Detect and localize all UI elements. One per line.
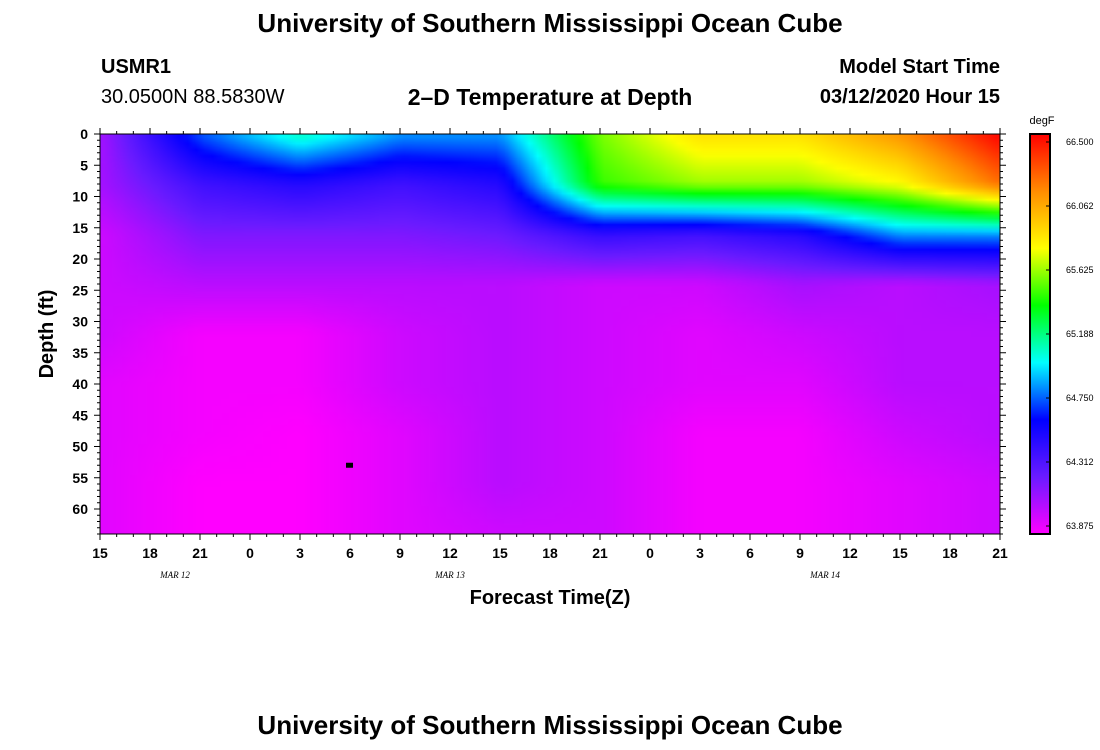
colorbar-tick-label: 64.312 (1066, 457, 1094, 467)
x-tick-label: 9 (396, 545, 404, 561)
colorbar-tick-label: 65.188 (1066, 329, 1094, 339)
x-tick-label: 18 (942, 545, 958, 561)
x-tick-label: 21 (192, 545, 208, 561)
x-tick-label: 12 (842, 545, 858, 561)
y-tick-label: 25 (72, 282, 88, 298)
x-axis-label: Forecast Time(Z) (470, 587, 631, 609)
date-label: MAR 14 (809, 570, 840, 580)
y-tick-label: 10 (72, 189, 88, 205)
x-tick-label: 3 (696, 545, 704, 561)
heatmap-field (100, 134, 1000, 534)
chart-title-top: University of Southern Mississippi Ocean… (257, 8, 843, 38)
x-tick-label: 21 (992, 545, 1008, 561)
y-tick-label: 45 (72, 407, 88, 423)
x-tick-label: 6 (746, 545, 754, 561)
x-tick-label: 6 (346, 545, 354, 561)
colorbar-unit: degF (1029, 115, 1054, 127)
y-tick-label: 35 (72, 345, 88, 361)
chart-title-footer: University of Southern Mississippi Ocean… (257, 710, 843, 740)
y-tick-label: 55 (72, 470, 88, 486)
y-tick-label: 0 (80, 126, 88, 142)
x-tick-label: 3 (296, 545, 304, 561)
y-tick-label: 60 (72, 501, 88, 517)
x-tick-label: 15 (92, 545, 108, 561)
y-tick-label: 30 (72, 314, 88, 330)
colorbar-tick-label: 66.500 (1066, 137, 1094, 147)
y-tick-label: 20 (72, 251, 88, 267)
x-tick-label: 18 (542, 545, 558, 561)
colorbar-tick-label: 64.750 (1066, 393, 1094, 403)
model-start-value: 03/12/2020 Hour 15 (819, 86, 1000, 108)
station-coordinates: 30.0500N 88.5830W (101, 86, 285, 108)
x-tick-label: 0 (646, 545, 654, 561)
station-marker (346, 462, 353, 468)
x-tick-label: 21 (592, 545, 608, 561)
chart-subtitle: 2–D Temperature at Depth (407, 84, 693, 110)
x-tick-label: 9 (796, 545, 804, 561)
date-label: MAR 13 (434, 570, 465, 580)
colorbar: degF 66.500 66.062 65.625 65.188 64.750 64.312… (1029, 115, 1094, 535)
colorbar-tick-label: 63.875 (1066, 521, 1094, 531)
y-tick-label: 50 (72, 439, 88, 455)
colorbar-tick-label: 66.062 (1066, 201, 1094, 211)
date-label: MAR 12 (159, 570, 190, 580)
station-id: USMR1 (101, 56, 172, 78)
y-tick-label: 40 (72, 376, 88, 392)
x-tick-label: 12 (442, 545, 458, 561)
y-axis-label: Depth (ft) (36, 290, 58, 379)
x-tick-label: 18 (142, 545, 158, 561)
x-tick-label: 15 (892, 545, 908, 561)
x-tick-label: 0 (246, 545, 254, 561)
x-tick-label: 15 (492, 545, 508, 561)
colorbar-tick-label: 65.625 (1066, 265, 1094, 275)
y-tick-label: 15 (72, 220, 88, 236)
model-start-label: Model Start Time (839, 56, 1000, 78)
y-tick-label: 5 (80, 157, 88, 173)
